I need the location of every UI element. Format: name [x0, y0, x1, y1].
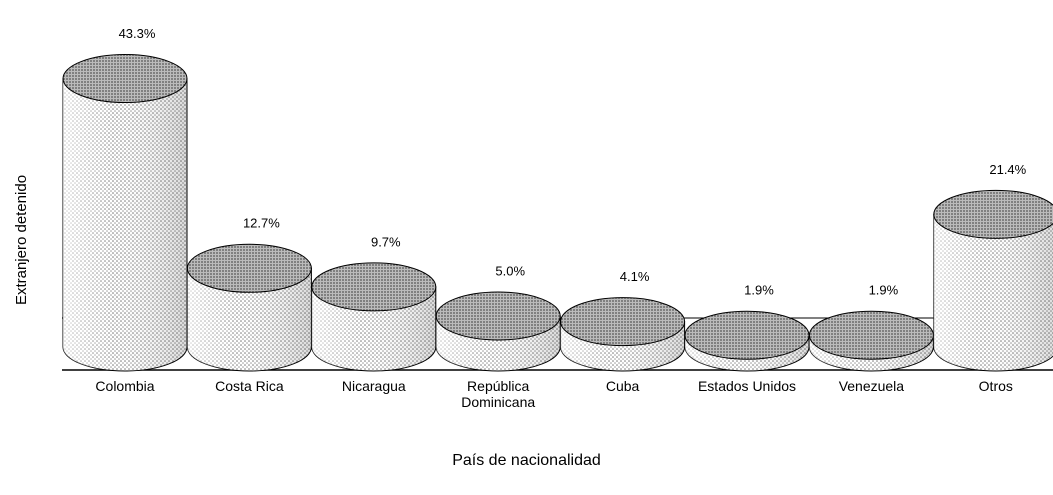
cylinder-top — [808, 310, 934, 360]
value-label: 1.9% — [869, 283, 899, 298]
x-tick-label: Venezuela — [838, 378, 905, 394]
value-label: 4.1% — [620, 269, 650, 284]
value-label: 12.7% — [243, 216, 280, 231]
cylinder — [186, 243, 312, 372]
cylinder — [435, 291, 561, 372]
value-label: 21.4% — [989, 162, 1026, 177]
cylinder — [560, 297, 686, 372]
x-tick-label: República Dominicana — [461, 378, 536, 410]
cylinder-shade — [63, 78, 187, 371]
value-label: 9.7% — [371, 234, 401, 249]
x-tick-label: Costa Rica — [215, 378, 284, 394]
value-label: 1.9% — [744, 283, 774, 298]
x-tick-label: Otros — [978, 378, 1013, 394]
x-tick-label: Colombia — [95, 378, 155, 394]
x-axis-label: País de nacionalidad — [452, 452, 601, 469]
value-label: 5.0% — [495, 263, 525, 278]
x-tick-label: Nicaragua — [341, 378, 406, 394]
cylinder — [311, 262, 437, 372]
cylinder-shade — [933, 214, 1053, 371]
cylinder — [808, 310, 934, 372]
cylinder-top — [186, 243, 312, 293]
x-tick-label: Estados Unidos — [697, 378, 797, 394]
cylinder — [933, 189, 1053, 372]
value-label: 43.3% — [119, 26, 156, 41]
cylinder-top — [62, 54, 188, 104]
cylinder-top — [933, 189, 1053, 239]
cylinder — [62, 54, 188, 372]
cylinder-shade — [187, 268, 312, 371]
cylinder-top — [684, 310, 810, 360]
x-tick-label: Cuba — [605, 378, 640, 394]
cylinder-top — [435, 291, 561, 341]
cylinder — [684, 310, 810, 372]
cylinder-top — [311, 262, 437, 312]
cylinder-top — [560, 297, 686, 347]
y-axis-label: Extranjero detenido — [13, 175, 30, 305]
